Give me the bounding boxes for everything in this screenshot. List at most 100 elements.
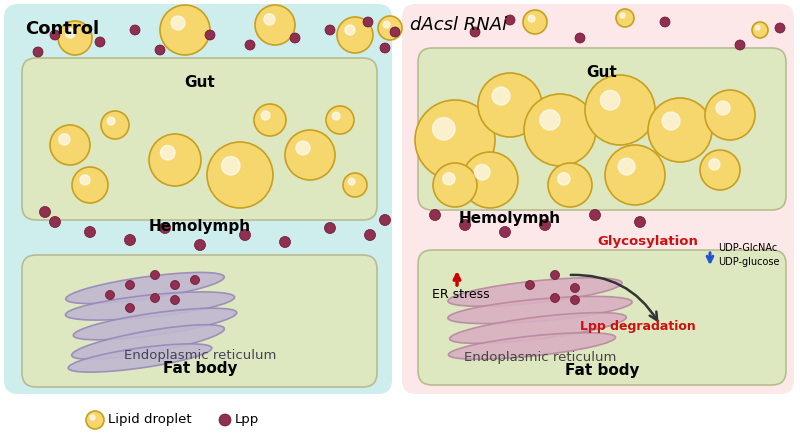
- Circle shape: [194, 240, 206, 251]
- Ellipse shape: [72, 325, 224, 359]
- Circle shape: [332, 112, 340, 120]
- Circle shape: [379, 215, 390, 226]
- Circle shape: [207, 142, 273, 208]
- Circle shape: [575, 33, 585, 43]
- Circle shape: [296, 141, 310, 155]
- Text: Lpp: Lpp: [235, 413, 259, 426]
- Circle shape: [616, 9, 634, 27]
- Circle shape: [107, 117, 115, 125]
- Text: Hemolymph: Hemolymph: [149, 219, 251, 234]
- Circle shape: [222, 157, 240, 175]
- Circle shape: [190, 276, 199, 285]
- Text: Lpp degradation: Lpp degradation: [580, 320, 696, 333]
- Circle shape: [648, 98, 712, 162]
- Circle shape: [700, 150, 740, 190]
- Circle shape: [279, 236, 290, 248]
- Circle shape: [261, 111, 270, 120]
- Circle shape: [80, 175, 90, 185]
- Circle shape: [660, 17, 670, 27]
- Ellipse shape: [448, 297, 632, 324]
- Circle shape: [106, 290, 114, 300]
- Circle shape: [378, 16, 402, 40]
- FancyBboxPatch shape: [418, 48, 786, 210]
- Circle shape: [95, 37, 105, 47]
- Ellipse shape: [450, 313, 626, 343]
- Circle shape: [150, 293, 159, 302]
- FancyBboxPatch shape: [402, 4, 794, 394]
- Circle shape: [150, 271, 159, 280]
- FancyArrowPatch shape: [570, 275, 657, 320]
- Text: Fat body: Fat body: [565, 363, 639, 377]
- Text: Glycosylation: Glycosylation: [597, 235, 698, 248]
- Circle shape: [380, 43, 390, 53]
- Circle shape: [442, 173, 455, 185]
- Circle shape: [159, 223, 170, 234]
- Circle shape: [570, 284, 579, 293]
- Circle shape: [775, 23, 785, 33]
- Circle shape: [433, 118, 455, 140]
- Circle shape: [72, 167, 108, 203]
- Circle shape: [390, 27, 400, 37]
- Circle shape: [590, 210, 601, 220]
- Circle shape: [161, 145, 175, 160]
- FancyBboxPatch shape: [22, 58, 377, 220]
- Circle shape: [620, 13, 625, 18]
- Circle shape: [254, 104, 286, 136]
- Circle shape: [705, 90, 755, 140]
- Circle shape: [528, 15, 535, 22]
- Circle shape: [540, 110, 560, 130]
- Ellipse shape: [66, 292, 234, 320]
- Circle shape: [326, 106, 354, 134]
- Circle shape: [171, 16, 185, 30]
- Text: Hemolymph: Hemolymph: [459, 211, 561, 226]
- Circle shape: [290, 33, 300, 43]
- Text: Fat body: Fat body: [162, 360, 238, 376]
- Circle shape: [325, 25, 335, 35]
- Circle shape: [570, 296, 579, 305]
- Circle shape: [474, 164, 490, 180]
- Text: Lipid droplet: Lipid droplet: [108, 413, 192, 426]
- Circle shape: [548, 163, 592, 207]
- Circle shape: [170, 281, 179, 289]
- Circle shape: [58, 21, 92, 55]
- Circle shape: [550, 271, 559, 280]
- Text: Endoplasmic reticulum: Endoplasmic reticulum: [464, 351, 616, 364]
- Circle shape: [50, 30, 60, 40]
- Circle shape: [505, 15, 515, 25]
- Circle shape: [325, 223, 335, 234]
- Text: ER stress: ER stress: [432, 288, 490, 301]
- Circle shape: [662, 112, 680, 130]
- Circle shape: [155, 45, 165, 55]
- Circle shape: [433, 163, 477, 207]
- Circle shape: [219, 414, 231, 426]
- Circle shape: [415, 100, 495, 180]
- Circle shape: [735, 40, 745, 50]
- Circle shape: [523, 10, 547, 34]
- Circle shape: [492, 87, 510, 105]
- Circle shape: [755, 25, 760, 30]
- Circle shape: [50, 216, 61, 227]
- Text: Gut: Gut: [185, 75, 215, 90]
- Ellipse shape: [66, 273, 224, 304]
- Circle shape: [125, 235, 135, 245]
- Circle shape: [66, 29, 75, 38]
- Circle shape: [101, 111, 129, 139]
- Circle shape: [264, 14, 275, 25]
- Circle shape: [478, 73, 542, 137]
- Circle shape: [39, 206, 50, 218]
- Text: Gut: Gut: [586, 65, 618, 80]
- Circle shape: [634, 216, 646, 227]
- Circle shape: [470, 27, 480, 37]
- Circle shape: [550, 293, 559, 302]
- Circle shape: [539, 219, 550, 231]
- Circle shape: [33, 47, 43, 57]
- Circle shape: [170, 296, 179, 305]
- Circle shape: [558, 173, 570, 185]
- Text: UDP-GlcNAc
UDP-glucose: UDP-GlcNAc UDP-glucose: [718, 244, 779, 267]
- Circle shape: [205, 30, 215, 40]
- Circle shape: [524, 94, 596, 166]
- Circle shape: [90, 415, 95, 420]
- Ellipse shape: [74, 308, 237, 340]
- Circle shape: [716, 101, 730, 115]
- Circle shape: [499, 227, 510, 238]
